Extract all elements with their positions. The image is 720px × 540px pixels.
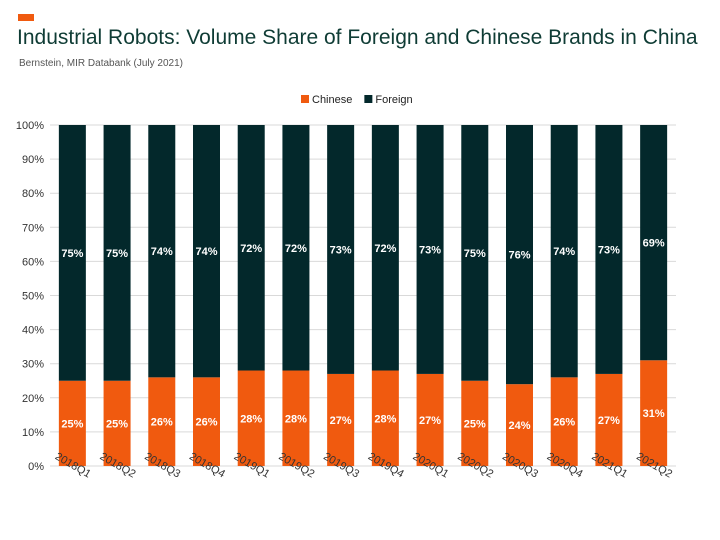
- y-tick-label: 20%: [22, 393, 44, 405]
- y-tick-label: 0%: [28, 461, 44, 473]
- data-label-foreign: 73%: [419, 244, 441, 256]
- bar-foreign-2018Q4: [193, 125, 220, 378]
- data-label-chinese: 27%: [598, 415, 620, 427]
- bar-chinese-2019Q1: [237, 370, 265, 466]
- bar-chinese-2021Q1: [595, 373, 623, 466]
- data-label-foreign: 74%: [195, 246, 217, 258]
- bar-chinese-2018Q2: [103, 380, 131, 466]
- legend-label-foreign: Foreign: [375, 94, 412, 106]
- bar-chinese-2020Q4: [550, 377, 578, 466]
- bar-foreign-2018Q2: [103, 125, 131, 381]
- data-label-chinese: 25%: [61, 418, 83, 430]
- data-label-chinese: 28%: [374, 413, 396, 425]
- bar-foreign-2018Q3: [148, 125, 176, 378]
- bar-foreign-2020Q4: [550, 125, 578, 378]
- y-tick-label: 60%: [22, 256, 44, 268]
- bar-chinese-2020Q1: [416, 373, 444, 466]
- data-label-foreign: 72%: [374, 243, 396, 255]
- data-label-foreign: 69%: [643, 238, 665, 250]
- data-label-foreign: 73%: [330, 244, 352, 256]
- data-label-foreign: 75%: [464, 248, 486, 260]
- bar-foreign-2019Q3: [327, 125, 355, 374]
- data-label-foreign: 73%: [598, 244, 620, 256]
- data-label-chinese: 26%: [553, 417, 575, 429]
- bar-chinese-2021Q2: [640, 360, 668, 466]
- chart-title: Industrial Robots: Volume Share of Forei…: [17, 26, 698, 49]
- data-label-foreign: 75%: [106, 248, 128, 260]
- data-label-chinese: 28%: [240, 413, 262, 425]
- bar-chinese-2018Q3: [148, 377, 176, 466]
- title-accent-bar: [18, 14, 34, 21]
- bar-foreign-2019Q1: [237, 125, 265, 371]
- bar-foreign-2018Q1: [58, 125, 86, 381]
- bars: 25% 75% 25% 75% 26% 74% 26% 74% 28% 72% 28% 72% 27% 7…: [58, 125, 668, 466]
- chart-source: Bernstein, MIR Databank (July 2021): [19, 58, 183, 69]
- legend-swatch-foreign: [364, 95, 373, 103]
- data-label-chinese: 27%: [419, 415, 441, 427]
- bar-foreign-2019Q2: [282, 125, 310, 371]
- data-label-chinese: 25%: [464, 418, 486, 430]
- bar-chinese-2019Q4: [371, 370, 399, 466]
- y-tick-label: 10%: [22, 427, 44, 439]
- bar-foreign-2020Q3: [506, 125, 533, 385]
- data-label-chinese: 26%: [195, 417, 217, 429]
- bar-chinese-2020Q3: [506, 384, 533, 466]
- bar-chinese-2019Q2: [282, 370, 310, 466]
- data-label-foreign: 76%: [508, 250, 530, 262]
- data-label-chinese: 31%: [643, 408, 665, 420]
- data-label-foreign: 72%: [285, 243, 307, 255]
- bar-foreign-2021Q2: [640, 125, 668, 361]
- y-tick-label: 30%: [22, 359, 44, 371]
- bar-foreign-2020Q2: [461, 125, 489, 381]
- bar-chinese-2020Q2: [461, 380, 489, 466]
- y-tick-label: 100%: [16, 120, 44, 132]
- data-label-foreign: 72%: [240, 243, 262, 255]
- legend-label-chinese: Chinese: [312, 94, 352, 106]
- data-label-chinese: 26%: [151, 417, 173, 429]
- y-tick-label: 80%: [22, 188, 44, 200]
- data-label-foreign: 74%: [151, 246, 173, 258]
- bar-foreign-2021Q1: [595, 125, 623, 374]
- y-tick-label: 40%: [22, 325, 44, 337]
- y-axis: 0% 10% 20% 30% 40% 50% 60% 70% 80% 90% 100%: [16, 120, 44, 473]
- data-label-chinese: 28%: [285, 413, 307, 425]
- y-tick-label: 50%: [22, 291, 44, 303]
- gridlines: [50, 124, 676, 467]
- bar-chinese-2018Q4: [193, 377, 220, 466]
- data-label-chinese: 24%: [508, 420, 530, 432]
- data-label-chinese: 27%: [330, 415, 352, 427]
- data-label-chinese: 25%: [106, 418, 128, 430]
- y-tick-label: 70%: [22, 222, 44, 234]
- data-label-foreign: 74%: [553, 246, 575, 258]
- y-tick-label: 90%: [22, 154, 44, 166]
- bar-chinese-2019Q3: [327, 373, 355, 466]
- legend: Chinese Foreign: [301, 94, 413, 106]
- legend-swatch-chinese: [301, 95, 309, 103]
- bar-foreign-2019Q4: [371, 125, 399, 371]
- bar-chinese-2018Q1: [58, 380, 86, 466]
- data-label-foreign: 75%: [61, 248, 83, 260]
- bar-foreign-2020Q1: [416, 125, 444, 374]
